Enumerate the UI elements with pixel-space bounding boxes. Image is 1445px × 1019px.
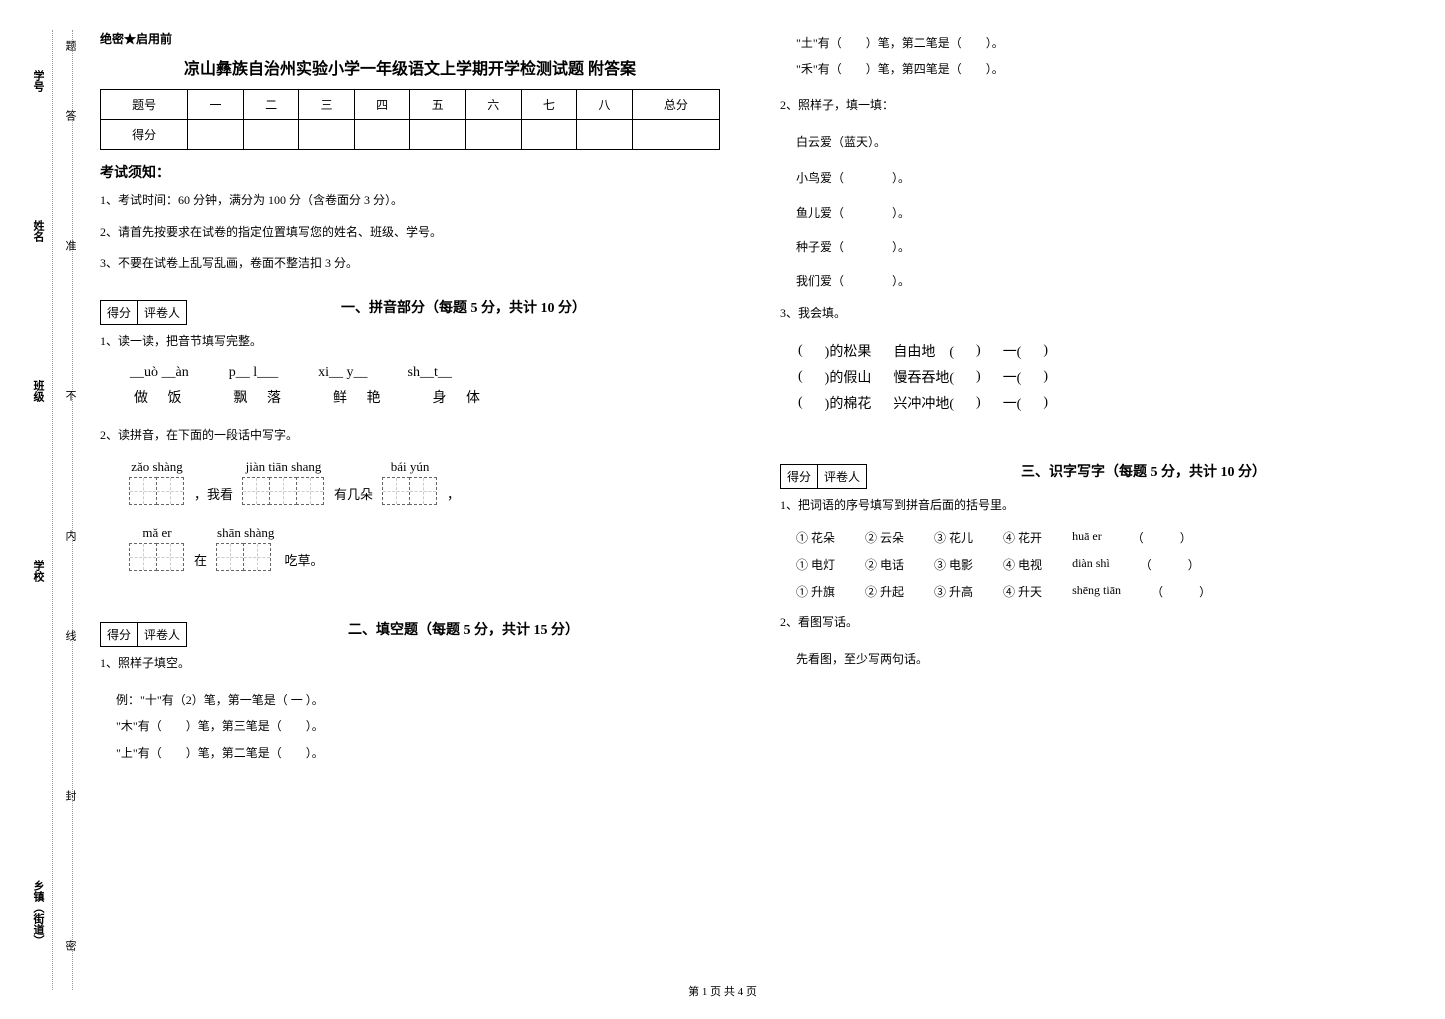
section1-title: 一、拼音部分（每题 5 分，共计 10 分） bbox=[207, 297, 720, 317]
right-column: "土"有（ ）笔，第二笔是（ ）。 "禾"有（ ）笔，第四笔是（ ）。 2、照样… bbox=[780, 30, 1400, 766]
margin-nei: 内 bbox=[62, 530, 78, 541]
pinyin-sentence-1: zǎo shàng ，我看 jiàn tiān shang 有几朵 bái yú… bbox=[130, 459, 720, 509]
score-box-2: 得分 评卷人 bbox=[100, 622, 187, 647]
notice-title: 考试须知： bbox=[100, 162, 720, 182]
notice-2: 2、请首先按要求在试卷的指定位置填写您的姓名、班级、学号。 bbox=[100, 222, 720, 244]
margin-zhun: 准 bbox=[62, 240, 78, 251]
th-num: 题号 bbox=[101, 90, 188, 120]
margin-bu: 不 bbox=[62, 390, 78, 401]
notice-3: 3、不要在试卷上乱写乱画，卷面不整洁扣 3 分。 bbox=[100, 253, 720, 275]
section2-title: 二、填空题（每题 5 分，共计 15 分） bbox=[207, 619, 720, 639]
margin-mi: 密 bbox=[62, 940, 78, 951]
score-box-1: 得分 评卷人 bbox=[100, 300, 187, 325]
section3-title: 三、识字写字（每题 5 分，共计 10 分） bbox=[887, 461, 1400, 481]
margin-xian: 线 bbox=[62, 630, 78, 641]
s3-q1: 1、把词语的序号填写到拼音后面的括号里。 bbox=[780, 493, 1400, 517]
pinyin-blanks: __uò __àn p__ l___ xi__ y__ sh__t__ bbox=[130, 365, 720, 381]
notice-1: 1、考试时间：60 分钟，满分为 100 分（含卷面分 3 分）。 bbox=[100, 190, 720, 212]
s2-q1: 1、照样子填空。 bbox=[100, 651, 720, 675]
pinyin-sentence-2: mǎ er 在 shān shàng 吃草。 bbox=[130, 525, 720, 575]
s1-q2: 2、读拼音，在下面的一段话中写字。 bbox=[100, 423, 720, 447]
margin-banji: 班级 bbox=[30, 380, 46, 402]
s3-row1: ① 花朵 ② 云朵 ③ 花儿 ④ 花开 huā er （ ） bbox=[796, 529, 1400, 546]
binding-margin: 学号 姓名 班级 学校 乡镇（街道） 题 答 准 不 内 线 封 密 bbox=[0, 0, 85, 1019]
left-column: 绝密★启用前 凉山彝族自治州实验小学一年级语文上学期开学检测试题 附答案 题号 … bbox=[100, 30, 720, 766]
margin-feng: 封 bbox=[62, 790, 78, 801]
margin-xuexiao: 学校 bbox=[30, 560, 46, 582]
s3-q2: 2、看图写话。 bbox=[780, 610, 1400, 634]
s2-q3: 3、我会填。 bbox=[780, 301, 1400, 325]
margin-xingming: 姓名 bbox=[30, 220, 46, 242]
s2-q2-example: 白云爱（蓝天）。 bbox=[796, 129, 1400, 155]
s3-q2-sub: 先看图，至少写两句话。 bbox=[796, 646, 1400, 672]
s1-q1: 1、读一读，把音节填写完整。 bbox=[100, 329, 720, 353]
row-score: 得分 bbox=[101, 120, 188, 150]
page-footer: 第 1 页 共 4 页 bbox=[0, 983, 1445, 999]
s2-q2: 2、照样子，填一填： bbox=[780, 93, 1400, 117]
score-table: 题号 一 二 三 四 五 六 七 八 总分 得分 bbox=[100, 89, 720, 150]
margin-xuehao: 学号 bbox=[30, 70, 46, 92]
s2-example: 例："十"有（2）笔，第一笔是（ 一 ）。 bbox=[116, 687, 720, 713]
confidential-label: 绝密★启用前 bbox=[100, 30, 720, 47]
margin-xiangzhen: 乡镇（街道） bbox=[30, 880, 46, 946]
s3-row3: ① 升旗 ② 升起 ③ 升高 ④ 升天 shēng tiān （ ） bbox=[796, 583, 1400, 600]
margin-da: 答 bbox=[62, 110, 78, 121]
hanzi-row: 做 饭 飘 落 鲜 艳 身 体 bbox=[134, 387, 720, 407]
score-box-3: 得分 评卷人 bbox=[780, 464, 867, 489]
paper-title: 凉山彝族自治州实验小学一年级语文上学期开学检测试题 附答案 bbox=[100, 55, 720, 79]
s3-row2: ① 电灯 ② 电话 ③ 电影 ④ 电视 diàn shì （ ） bbox=[796, 556, 1400, 573]
s2-q3-table: ()的松果 自由地 () 一() ()的假山 慢吞吞地() 一() ()的棉花 … bbox=[796, 337, 1070, 417]
margin-ti: 题 bbox=[62, 40, 78, 51]
